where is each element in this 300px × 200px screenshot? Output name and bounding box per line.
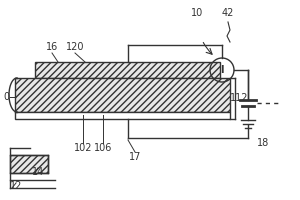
Text: 120: 120	[66, 42, 84, 52]
Text: 42: 42	[222, 8, 234, 18]
Text: 112: 112	[230, 93, 248, 103]
Text: 18: 18	[257, 138, 269, 148]
Text: 0: 0	[3, 92, 9, 102]
Text: 10: 10	[191, 8, 203, 18]
Text: I: I	[220, 65, 224, 75]
Text: 12: 12	[10, 181, 22, 191]
Text: 106: 106	[94, 143, 112, 153]
Text: 102: 102	[74, 143, 92, 153]
Text: 14: 14	[32, 167, 44, 177]
Bar	[15, 78, 230, 112]
Bar	[35, 62, 220, 78]
Bar	[10, 155, 48, 173]
Bar	[15, 112, 230, 119]
Text: 16: 16	[46, 42, 58, 52]
Text: 17: 17	[129, 152, 141, 162]
